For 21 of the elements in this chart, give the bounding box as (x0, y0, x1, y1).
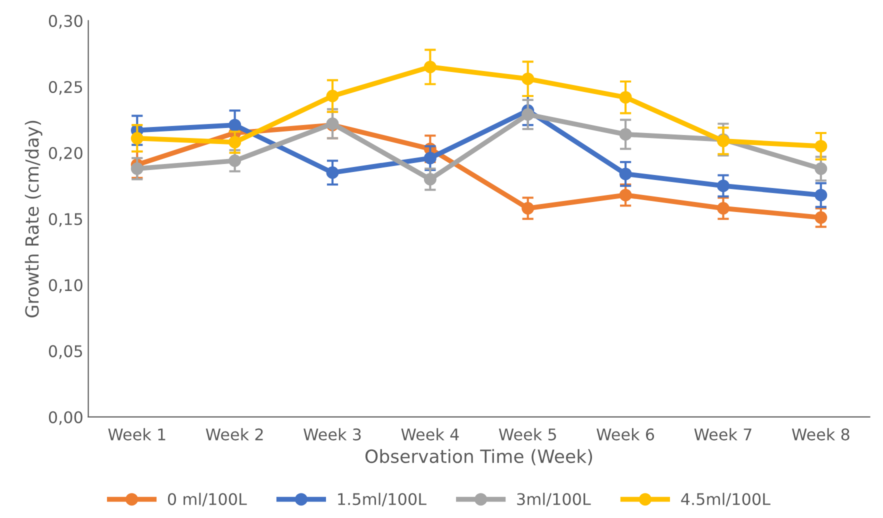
x-tick-label: Week 2 (206, 428, 263, 440)
legend-label: 3ml/100L (517, 492, 591, 506)
x-axis-title: Observation Time (Week) (365, 449, 592, 466)
x-tick-label: Week 1 (108, 428, 166, 440)
y-tick-label: 0,30 (48, 14, 82, 29)
x-tick-label: Week 5 (498, 428, 556, 440)
legend-label: 4.5ml/100L (681, 492, 770, 506)
y-tick-label: 0,00 (48, 411, 82, 425)
x-tick-label: Week 4 (401, 428, 459, 440)
y-tick-label: 0,25 (48, 80, 82, 95)
legend-label: 1.5ml/100L (338, 492, 426, 506)
y-axis-title: Growth Rate (cm/day) (24, 120, 42, 318)
y-tick-label: 0,05 (48, 345, 82, 359)
x-tick-label: Week 7 (694, 428, 752, 440)
legend-label: 0 ml/100L (168, 492, 247, 506)
y-tick-label: 0,20 (48, 147, 82, 161)
y-tick-label: 0,15 (48, 213, 82, 227)
x-tick-label: Week 3 (304, 428, 361, 440)
y-tick-label: 0,10 (48, 279, 82, 293)
x-tick-label: Week 6 (596, 428, 654, 440)
x-tick-label: Week 8 (792, 428, 850, 440)
